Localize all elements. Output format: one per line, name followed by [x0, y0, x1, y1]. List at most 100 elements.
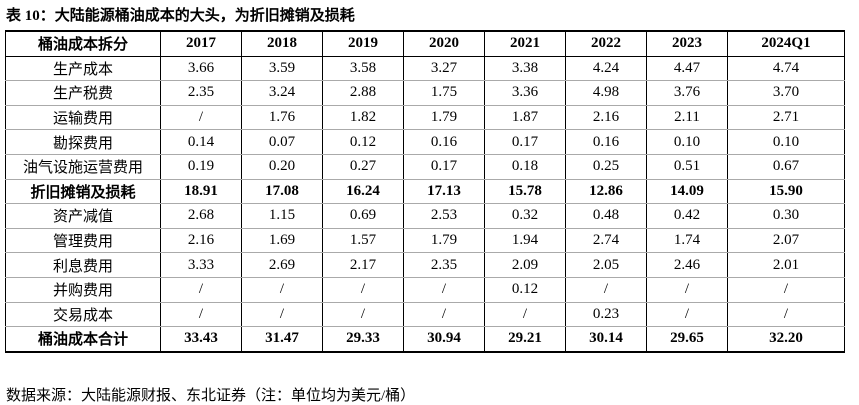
- cell: 2.35: [160, 80, 242, 106]
- data-row: 生产成本 3.66 3.59 3.58 3.27 3.38 4.24 4.47 4.74: [5, 56, 845, 82]
- cell: /: [727, 302, 845, 328]
- cell: 0.07: [241, 129, 323, 155]
- cell: /: [160, 302, 242, 328]
- cost-table: 桶油成本拆分 2017 2018 2019 2020 2021 2022 2023 2024Q1…: [5, 29, 845, 353]
- cell: 4.47: [646, 56, 728, 82]
- row-label: 桶油成本拆分: [5, 29, 161, 57]
- cell: 3.59: [241, 56, 323, 82]
- row-label: 并购费用: [5, 277, 161, 303]
- cell: 0.10: [646, 129, 728, 155]
- data-row: 桶油成本合计 33.43 31.47 29.33 30.94 29.21 30.14 29.6…: [5, 326, 845, 353]
- cell: 1.82: [322, 105, 404, 131]
- cell: 3.36: [484, 80, 566, 106]
- cell: 3.76: [646, 80, 728, 106]
- cell: /: [565, 277, 647, 303]
- row-label: 利息费用: [5, 252, 161, 278]
- cell: 0.32: [484, 203, 566, 229]
- cell: 0.12: [484, 277, 566, 303]
- cell: 3.70: [727, 80, 845, 106]
- cell: 2.07: [727, 228, 845, 254]
- cell: 0.48: [565, 203, 647, 229]
- cell: 2.71: [727, 105, 845, 131]
- cell: 1.79: [403, 228, 485, 254]
- cell: /: [241, 302, 323, 328]
- cell: 12.86: [565, 179, 647, 205]
- cell: 0.25: [565, 154, 647, 180]
- cell: 3.58: [322, 56, 404, 82]
- title: 表 10：大陆能源桶油成本的大头，为折旧摊销及损耗: [6, 8, 355, 24]
- data-row: 利息费用 3.33 2.69 2.17 2.35 2.09 2.05 2.46 2.01: [5, 252, 845, 278]
- cell: /: [322, 302, 404, 328]
- cell: 0.30: [727, 203, 845, 229]
- data-row: 交易成本 / / / //0.23//: [5, 302, 845, 328]
- cell: 15.78: [484, 179, 566, 205]
- cell: 14.09: [646, 179, 728, 205]
- cell: 0.16: [403, 129, 485, 155]
- cell: 2.16: [565, 105, 647, 131]
- data-row: 管理费用 2.16 1.69 1.57 1.79 1.94 2.74 1.74 2.07: [5, 228, 845, 254]
- cell: 1.94: [484, 228, 566, 254]
- cell: 2.68: [160, 203, 242, 229]
- cell: 4.74: [727, 56, 845, 82]
- cell: 33.43: [160, 326, 242, 353]
- cell: 2.17: [322, 252, 404, 278]
- cell: 1.75: [403, 80, 485, 106]
- cell: /: [403, 277, 485, 303]
- row-label: 运输费用: [5, 105, 161, 131]
- cell: 1.76: [241, 105, 323, 131]
- cell: 16.24: [322, 179, 404, 205]
- cell: /: [322, 277, 404, 303]
- cell: /: [241, 277, 323, 303]
- data-row: 并购费用 / / //0.12// /: [5, 277, 845, 303]
- cell: 30.94: [403, 326, 485, 353]
- row-label: 折旧摊销及损耗: [5, 179, 161, 205]
- row-label: 资产减值: [5, 203, 161, 229]
- cell: 0.69: [322, 203, 404, 229]
- cell: /: [484, 302, 566, 328]
- cell: 29.33: [322, 326, 404, 353]
- cell: 0.17: [484, 129, 566, 155]
- cell: 2.46: [646, 252, 728, 278]
- cell: 1.69: [241, 228, 323, 254]
- cell: 0.16: [565, 129, 647, 155]
- data-row: 折旧摊销及损耗 18.91 17.08 16.24 17.13 15.78 12.86 14.…: [5, 179, 845, 205]
- cell: 0.19: [160, 154, 242, 180]
- row-label: 桶油成本合计: [5, 326, 161, 353]
- cell: 3.66: [160, 56, 242, 82]
- data-row: 运输费用/1.76 1.82 1.79 1.87 2.16 2.11 2.71: [5, 105, 845, 131]
- cell: 3.38: [484, 56, 566, 82]
- row-label: 管理费用: [5, 228, 161, 254]
- cell: 15.90: [727, 179, 845, 205]
- cell: 1.79: [403, 105, 485, 131]
- cell: 4.24: [565, 56, 647, 82]
- cell: 0.23: [565, 302, 647, 328]
- cell: 30.14: [565, 326, 647, 353]
- cell: 2.69: [241, 252, 323, 278]
- cell: 2022: [565, 29, 647, 57]
- cell: 2.88: [322, 80, 404, 106]
- data-row: 生产税费 2.35 3.24 2.88 1.75 3.36 4.98 3.76 3.70: [5, 80, 845, 106]
- cell: 0.27: [322, 154, 404, 180]
- cell: 3.27: [403, 56, 485, 82]
- cell: 0.12: [322, 129, 404, 155]
- cell: 4.98: [565, 80, 647, 106]
- cell: 2017: [160, 29, 242, 57]
- cell: 2019: [322, 29, 404, 57]
- cell: 29.65: [646, 326, 728, 353]
- cell: 0.20: [241, 154, 323, 180]
- row-label: 生产成本: [5, 56, 161, 82]
- cell: 32.20: [727, 326, 845, 353]
- cell: /: [160, 277, 242, 303]
- cell: 1.15: [241, 203, 323, 229]
- cell: 3.24: [241, 80, 323, 106]
- cell: 1.57: [322, 228, 404, 254]
- cell: 2.16: [160, 228, 242, 254]
- cell: 2.35: [403, 252, 485, 278]
- cell: 2.53: [403, 203, 485, 229]
- cell: 2023: [646, 29, 728, 57]
- cell: 3.33: [160, 252, 242, 278]
- cell: 2.05: [565, 252, 647, 278]
- data-row: 勘探费用 0.14 0.07 0.12 0.16 0.17 0.16 0.10 0.10: [5, 129, 845, 155]
- cell: 1.87: [484, 105, 566, 131]
